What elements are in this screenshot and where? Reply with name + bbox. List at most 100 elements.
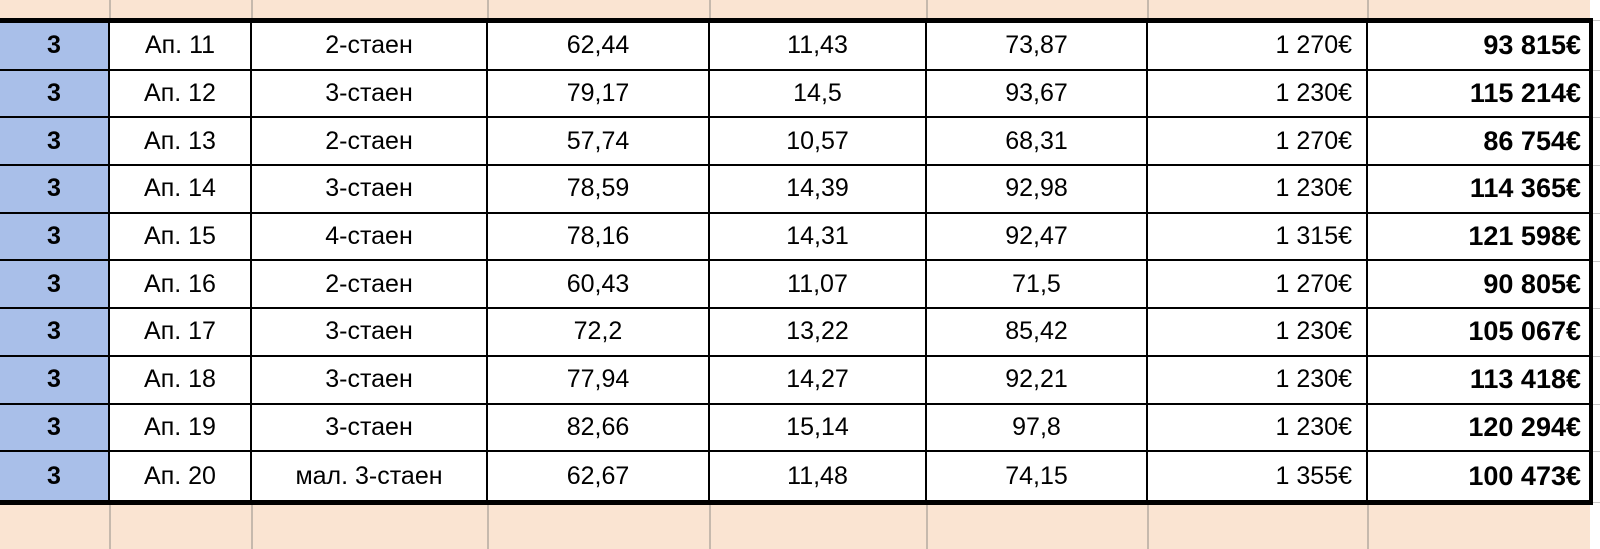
cell-total-price[interactable]: 100 473€ <box>1468 460 1581 491</box>
cell-net-area[interactable]: 62,67 <box>488 452 710 500</box>
cell-apartment-number[interactable]: Ап. 13 <box>110 118 252 165</box>
cell-apartment-number[interactable]: Ап. 12 <box>110 70 252 117</box>
cell-floor[interactable]: 3 <box>0 452 110 500</box>
cell-apartment-type[interactable]: 4-стаен <box>252 213 488 260</box>
cell-common-parts-area[interactable]: 11,48 <box>710 452 927 500</box>
cell-total-price[interactable]: 90 805€ <box>1483 268 1581 299</box>
table-row: 3 Ап. 16 2-стаен 60,43 11,07 71,5 1 270€ 90 805… <box>0 261 1589 310</box>
cell-common-parts-area[interactable]: 14,5 <box>710 70 927 117</box>
cell-common-parts-area[interactable]: 10,57 <box>710 118 927 165</box>
cell-total-area[interactable]: 92,21 <box>927 356 1148 403</box>
cell-price-per-sqm[interactable]: 1 270€ <box>1148 118 1368 165</box>
cell-price-per-sqm[interactable]: 1 230€ <box>1148 404 1368 451</box>
cell-floor[interactable]: 3 <box>0 356 110 403</box>
cell-floor[interactable]: 3 <box>0 309 110 355</box>
cell-total-price[interactable]: 93 815€ <box>1483 30 1581 61</box>
cell-floor[interactable]: 3 <box>0 23 110 69</box>
cell-total-area[interactable]: 93,67 <box>927 70 1148 117</box>
cell-floor[interactable]: 3 <box>0 213 110 260</box>
cell-common-parts-area[interactable]: 11,07 <box>710 261 927 308</box>
cell-net-area[interactable]: 60,43 <box>488 261 710 308</box>
column-gridline <box>926 505 928 549</box>
cell-floor[interactable]: 3 <box>0 118 110 165</box>
cell-apartment-number[interactable]: Ап. 17 <box>110 309 252 355</box>
cell-apartment-type[interactable]: 3-стаен <box>252 70 488 117</box>
cell-price-per-sqm[interactable]: 1 270€ <box>1148 261 1368 308</box>
row-gridline <box>1593 213 1600 214</box>
cell-apartment-type[interactable]: 3-стаен <box>252 166 488 212</box>
row-gridline <box>1593 308 1600 309</box>
cell-total-area[interactable]: 97,8 <box>927 404 1148 451</box>
cell-net-area[interactable]: 57,74 <box>488 118 710 165</box>
row-gridline <box>1593 20 1600 21</box>
cell-total-price[interactable]: 105 067€ <box>1468 316 1581 347</box>
cell-total-area[interactable]: 68,31 <box>927 118 1148 165</box>
cell-apartment-number[interactable]: Ап. 16 <box>110 261 252 308</box>
cell-price-per-sqm[interactable]: 1 230€ <box>1148 166 1368 212</box>
row-gridline <box>1593 502 1600 503</box>
cell-net-area[interactable]: 78,16 <box>488 213 710 260</box>
sheet-area-right-of-table <box>1593 0 1600 549</box>
cell-total-area[interactable]: 92,47 <box>927 213 1148 260</box>
cell-apartment-type[interactable]: мал. 3-стаен <box>252 452 488 500</box>
cell-total-area[interactable]: 92,98 <box>927 166 1148 212</box>
cell-price-per-sqm[interactable]: 1 270€ <box>1148 23 1368 69</box>
cell-net-area[interactable]: 78,59 <box>488 166 710 212</box>
cell-apartment-number[interactable]: Ап. 19 <box>110 404 252 451</box>
cell-apartment-type[interactable]: 3-стаен <box>252 309 488 355</box>
cell-price-per-sqm[interactable]: 1 230€ <box>1148 309 1368 355</box>
column-gridline <box>1367 505 1369 549</box>
cell-price-per-sqm[interactable]: 1 355€ <box>1148 452 1368 500</box>
apartments-table: 3 Ап. 11 2-стаен 62,44 11,43 73,87 1 270€ 93 81… <box>0 18 1593 505</box>
column-gridline <box>1367 0 1369 18</box>
cell-net-area[interactable]: 79,17 <box>488 70 710 117</box>
row-gridline <box>1593 70 1600 71</box>
cell-net-area[interactable]: 72,2 <box>488 309 710 355</box>
cell-total-price[interactable]: 86 754€ <box>1483 125 1581 156</box>
table-row: 3 Ап. 13 2-стаен 57,74 10,57 68,31 1 270€ 86 75… <box>0 118 1589 167</box>
cell-total-price[interactable]: 114 365€ <box>1469 173 1581 204</box>
cell-common-parts-area[interactable]: 11,43 <box>710 23 927 69</box>
cell-common-parts-area[interactable]: 15,14 <box>710 404 927 451</box>
cell-net-area[interactable]: 77,94 <box>488 356 710 403</box>
cell-floor[interactable]: 3 <box>0 261 110 308</box>
cell-total-area[interactable]: 85,42 <box>927 309 1148 355</box>
cell-apartment-number[interactable]: Ап. 18 <box>110 356 252 403</box>
cell-apartment-type[interactable]: 2-стаен <box>252 118 488 165</box>
cell-total-price[interactable]: 113 418€ <box>1469 364 1581 395</box>
cell-floor[interactable]: 3 <box>0 404 110 451</box>
cell-common-parts-area[interactable]: 13,22 <box>710 309 927 355</box>
cell-apartment-type[interactable]: 3-стаен <box>252 404 488 451</box>
cell-apartment-number[interactable]: Ап. 11 <box>110 23 252 69</box>
cell-apartment-number[interactable]: Ап. 14 <box>110 166 252 212</box>
cell-price-per-sqm[interactable]: 1 230€ <box>1148 70 1368 117</box>
cell-apartment-type[interactable]: 2-стаен <box>252 23 488 69</box>
column-gridline <box>487 0 489 18</box>
cell-apartment-type[interactable]: 2-стаен <box>252 261 488 308</box>
cell-net-area[interactable]: 82,66 <box>488 404 710 451</box>
table-row: 3 Ап. 18 3-стаен 77,94 14,27 92,21 1 230€ 113 4… <box>0 356 1589 405</box>
row-gridline <box>1593 261 1600 262</box>
cell-floor[interactable]: 3 <box>0 166 110 212</box>
cell-total-area[interactable]: 71,5 <box>927 261 1148 308</box>
column-gridline <box>109 0 111 18</box>
cell-apartment-number[interactable]: Ап. 20 <box>110 452 252 500</box>
cell-common-parts-area[interactable]: 14,31 <box>710 213 927 260</box>
cell-apartment-number[interactable]: Ап. 15 <box>110 213 252 260</box>
cell-total-price[interactable]: 120 294€ <box>1468 411 1581 442</box>
cell-net-area[interactable]: 62,44 <box>488 23 710 69</box>
cell-common-parts-area[interactable]: 14,27 <box>710 356 927 403</box>
cell-price-per-sqm[interactable]: 1 315€ <box>1148 213 1368 260</box>
cell-total-area[interactable]: 74,15 <box>927 452 1148 500</box>
cell-apartment-type[interactable]: 3-стаен <box>252 356 488 403</box>
cell-common-parts-area[interactable]: 14,39 <box>710 166 927 212</box>
cell-floor[interactable]: 3 <box>0 70 110 117</box>
row-gridline <box>1593 451 1600 452</box>
table-row: 3 Ап. 12 3-стаен 79,17 14,5 93,67 1 230€ 115 21… <box>0 70 1589 119</box>
column-gridline <box>1147 505 1149 549</box>
cell-total-price[interactable]: 121 598€ <box>1468 221 1581 252</box>
cell-total-area[interactable]: 73,87 <box>927 23 1148 69</box>
cell-price-per-sqm[interactable]: 1 230€ <box>1148 356 1368 403</box>
cell-total-price[interactable]: 115 214€ <box>1469 78 1581 109</box>
